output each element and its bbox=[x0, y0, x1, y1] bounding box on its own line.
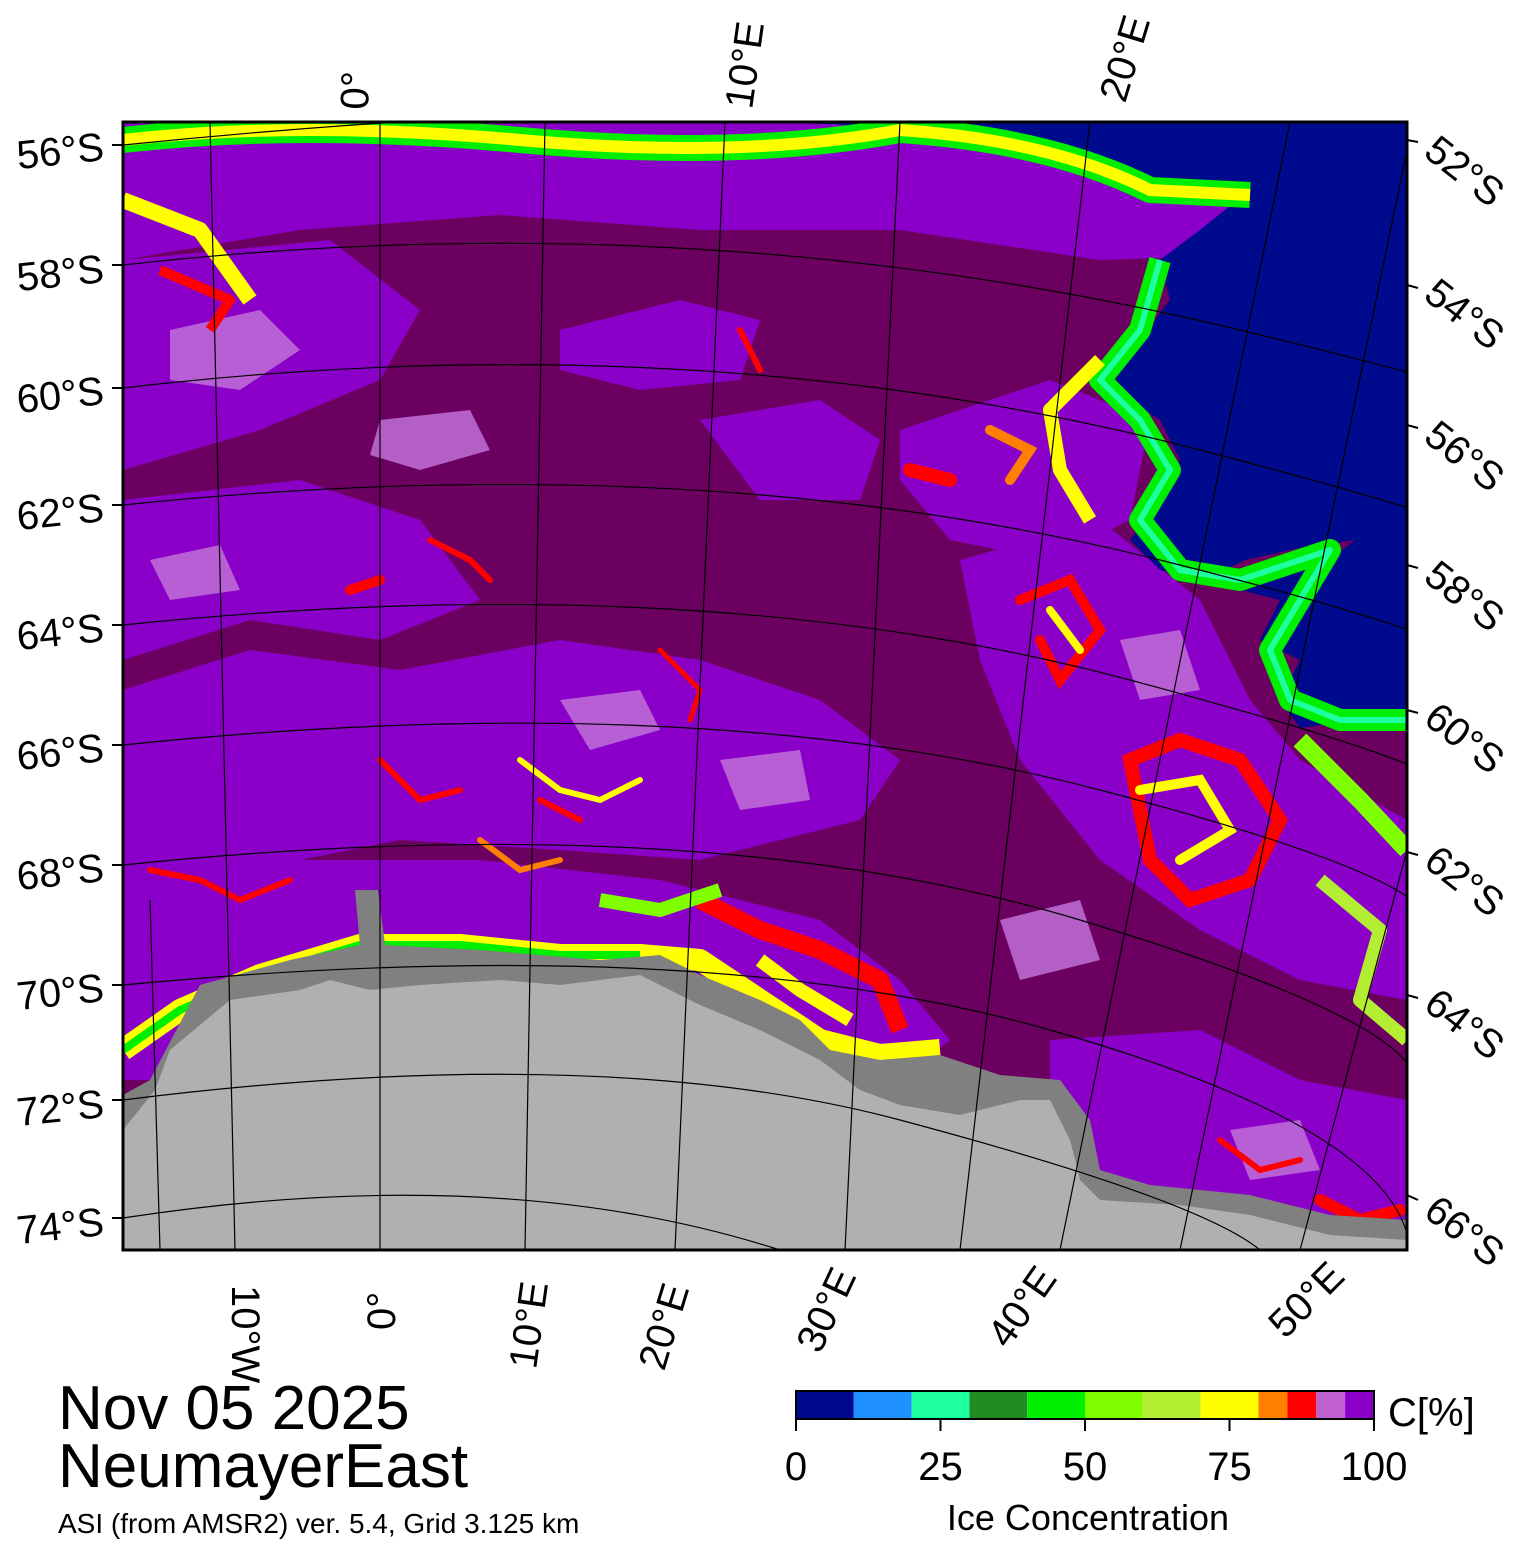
colorbar-bin bbox=[1085, 1391, 1143, 1419]
lat-label-left: 64°S bbox=[15, 606, 106, 659]
lat-label-right: 66°S bbox=[1416, 1187, 1512, 1275]
lat-label-right: 58°S bbox=[1416, 552, 1512, 640]
colorbar-bin bbox=[853, 1391, 912, 1419]
colorbar-tick-label: 0 bbox=[785, 1445, 807, 1489]
lon-label-bottom: 0° bbox=[360, 1292, 404, 1330]
colorbar-tick-label: 75 bbox=[1207, 1445, 1252, 1489]
lon-label-bottom: 30°E bbox=[788, 1261, 865, 1359]
lon-label-top: 20°E bbox=[1092, 10, 1160, 106]
lon-label-top: 10°E bbox=[717, 19, 773, 111]
lon-label-bottom: 40°E bbox=[979, 1259, 1065, 1356]
colorbar-unit: C[%] bbox=[1388, 1391, 1475, 1435]
colorbar-bin bbox=[1200, 1391, 1259, 1419]
antarctic-land bbox=[123, 975, 1407, 1250]
lat-label-left: 62°S bbox=[15, 486, 106, 539]
latitude-labels-left: 56°S 58°S 60°S 62°S 64°S 66°S 68°S 70°S … bbox=[15, 125, 106, 1253]
data-source-credit: ASI (from AMSR2) ver. 5.4, Grid 3.125 km bbox=[58, 1508, 580, 1539]
lat-label-left: 72°S bbox=[15, 1082, 106, 1135]
lat-label-right: 56°S bbox=[1416, 412, 1512, 500]
colorbar-bin bbox=[1258, 1391, 1288, 1419]
colorbar-bin bbox=[1287, 1391, 1317, 1419]
colorbar-bin bbox=[911, 1391, 970, 1419]
lat-label-left: 70°S bbox=[15, 966, 106, 1019]
lat-label-left: 74°S bbox=[15, 1200, 106, 1253]
map-date: Nov 05 2025 bbox=[58, 1374, 410, 1443]
colorbar-bin bbox=[969, 1391, 1028, 1419]
colorbar-bin bbox=[796, 1391, 854, 1419]
lat-label-right: 60°S bbox=[1416, 694, 1512, 782]
lat-label-left: 58°S bbox=[15, 247, 106, 300]
ice-light-patches bbox=[150, 310, 1320, 1180]
lat-label-left: 68°S bbox=[15, 846, 106, 899]
open-water bbox=[772, 122, 1407, 728]
lat-label-left: 56°S bbox=[15, 125, 106, 178]
colorbar-tick-label: 100 bbox=[1341, 1445, 1408, 1489]
colorbar-tick-label: 25 bbox=[918, 1445, 963, 1489]
map-frame bbox=[121, 120, 1409, 1252]
colorbar: 0 25 50 75 100 C[%] Ice Concentration bbox=[785, 1390, 1475, 1538]
latitude-labels-right: 52°S 54°S 56°S 58°S 60°S 62°S 64°S 66°S bbox=[1416, 127, 1512, 1275]
lat-label-left: 66°S bbox=[15, 726, 106, 779]
graticule bbox=[123, 122, 1407, 1250]
lon-label-bottom: 10°W bbox=[223, 1285, 267, 1383]
longitude-labels-top: 0° 10°E 20°E bbox=[333, 10, 1159, 111]
map-region-name: NeumayerEast bbox=[58, 1432, 469, 1501]
lon-label-bottom: 10°E bbox=[501, 1279, 557, 1371]
lon-label-bottom: 20°E bbox=[631, 1278, 699, 1374]
colorbar-bin bbox=[1316, 1391, 1346, 1419]
lat-label-right: 54°S bbox=[1416, 270, 1512, 358]
tick-marks bbox=[112, 139, 1419, 1219]
lon-label-top: 0° bbox=[333, 71, 378, 111]
colorbar-label: Ice Concentration bbox=[947, 1497, 1229, 1538]
colorbar-bin bbox=[1027, 1391, 1085, 1419]
colorbar-tick-label: 50 bbox=[1063, 1445, 1108, 1489]
lat-label-right: 52°S bbox=[1416, 127, 1512, 215]
ice-edge-band bbox=[123, 122, 1407, 1046]
colorbar-ticks bbox=[795, 1419, 1375, 1431]
colorbar-bin bbox=[1345, 1391, 1374, 1419]
map-panel bbox=[123, 122, 1407, 1250]
longitude-labels-bottom: 10°W 0° 10°E 20°E 30°E 40°E 50°E bbox=[223, 1254, 1353, 1384]
lat-label-right: 64°S bbox=[1416, 980, 1512, 1068]
colorbar-bins bbox=[796, 1391, 1374, 1419]
colorbar-bin bbox=[1142, 1391, 1201, 1419]
lon-label-bottom: 50°E bbox=[1260, 1254, 1353, 1347]
lat-label-right: 62°S bbox=[1416, 837, 1512, 925]
lat-label-left: 60°S bbox=[15, 369, 106, 422]
